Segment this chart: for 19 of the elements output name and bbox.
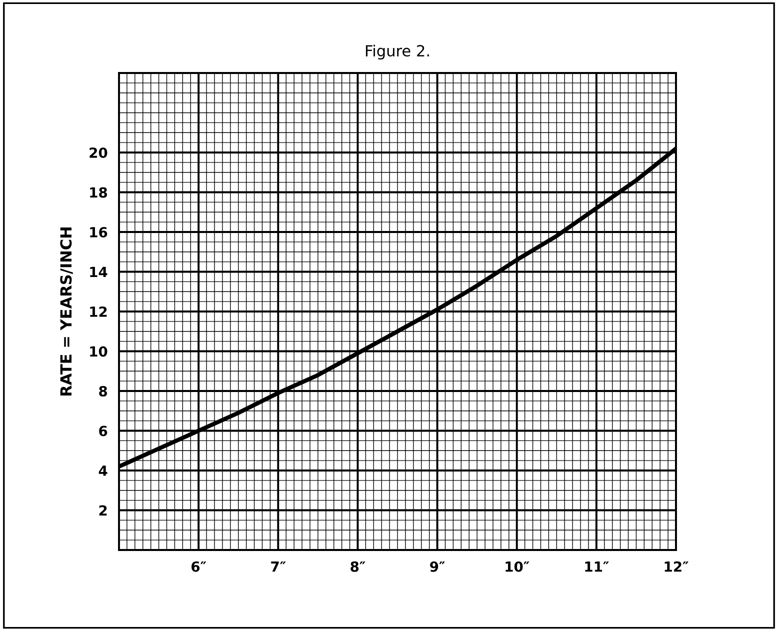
- chart-title: Figure 2.: [366, 44, 429, 60]
- x-tick-label: 7″: [271, 562, 286, 572]
- x-tick-label: 10″: [506, 561, 530, 572]
- y-tick-label: 4: [98, 466, 108, 476]
- y-tick-label: 14: [90, 266, 108, 278]
- y-tick-label: 10: [90, 346, 108, 357]
- y-tick-label: 6: [99, 426, 108, 436]
- x-tick-label: 9″: [430, 561, 445, 572]
- x-tick-label: 8″: [350, 561, 366, 572]
- x-tick-label: 6″: [192, 561, 206, 572]
- y-tick-label: 12: [90, 306, 107, 317]
- y-tick-label: 16: [90, 226, 108, 238]
- y-tick-label: 20: [90, 147, 108, 158]
- x-tick-label: 11″: [585, 562, 609, 572]
- y-tick-label: 2: [99, 505, 107, 516]
- y-tick-label: 18: [90, 187, 108, 198]
- y-tick-label: 8: [99, 386, 108, 396]
- y-axis-title: RATE = YEARS/INCH: [60, 227, 73, 396]
- x-tick-label: 12″: [664, 561, 688, 572]
